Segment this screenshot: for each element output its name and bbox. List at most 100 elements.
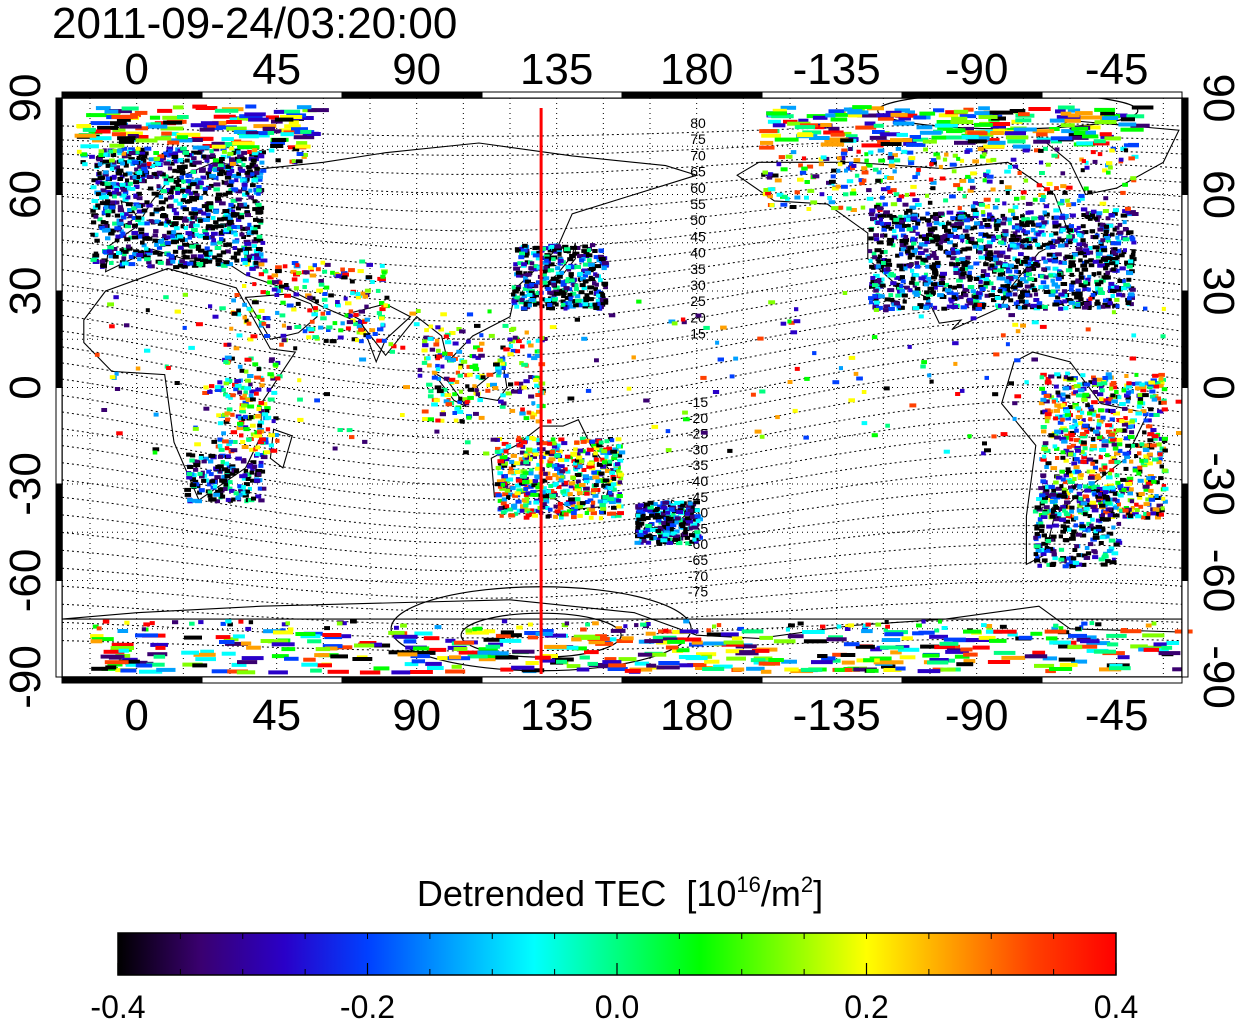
tec-data-point: [796, 133, 814, 138]
tec-data-point: [1030, 228, 1036, 232]
tec-data-point: [547, 303, 553, 307]
tec-data-point: [918, 276, 926, 281]
tec-data-point: [937, 293, 944, 298]
tec-data-point: [241, 403, 248, 408]
tec-data-point: [1148, 497, 1156, 502]
tec-data-point: [1117, 222, 1123, 227]
tec-data-point: [594, 282, 599, 287]
tec-data-point: [944, 228, 951, 233]
tec-data-point: [1127, 514, 1134, 519]
tec-data-point: [879, 250, 885, 255]
tec-data-point: [226, 407, 233, 412]
tec-data-point: [1120, 213, 1128, 218]
tec-data-point: [588, 262, 595, 267]
tec-data-point: [1048, 537, 1055, 542]
tec-data-point: [221, 216, 228, 221]
tec-data-point: [219, 237, 224, 242]
tec-data-point: [140, 172, 146, 177]
tec-data-point: [1129, 459, 1134, 464]
tec-data-point: [139, 150, 146, 155]
tec-data-point: [994, 227, 999, 232]
tec-data-point: [1090, 488, 1096, 493]
tec-data-point: [977, 147, 984, 151]
tec-data-point: [1063, 527, 1069, 532]
tec-data-point: [255, 177, 263, 182]
tec-data-point: [241, 445, 249, 449]
tec-data-point: [940, 271, 947, 276]
tec-data-point: [1068, 485, 1073, 490]
tec-data-point: [1038, 521, 1044, 526]
tec-data-point: [257, 205, 265, 210]
tec-data-point: [1071, 517, 1076, 522]
tec-data-point: [992, 255, 999, 260]
tec-data-point: [187, 235, 192, 240]
tec-data-point: [1080, 501, 1088, 506]
tec-data-point: [1090, 427, 1095, 432]
tec-data-point: [136, 209, 143, 214]
tec-data-point: [967, 131, 988, 136]
tec-data-point: [1007, 221, 1012, 226]
tec-data-point: [762, 170, 768, 175]
tec-data-point: [180, 198, 186, 203]
tec-data-point: [985, 244, 993, 249]
tec-data-point: [153, 207, 160, 212]
tec-data-point: [246, 254, 253, 259]
tec-data-point: [1088, 246, 1093, 250]
tec-data-point: [1064, 254, 1071, 259]
tec-data-point: [932, 212, 940, 217]
tec-data-point: [767, 194, 773, 199]
tec-data-point: [593, 446, 600, 451]
tec-data-point: [225, 394, 231, 399]
tec-data-point: [1155, 515, 1161, 520]
tec-data-point: [1060, 524, 1067, 529]
tec-data-point: [223, 381, 230, 386]
tec-data-point: [974, 221, 981, 226]
tec-data-point: [1034, 505, 1042, 510]
tec-data-point: [579, 483, 586, 487]
tec-data-point: [831, 206, 838, 211]
tec-data-point: [1112, 227, 1117, 232]
tec-data-point: [157, 260, 164, 265]
tec-data-point: [540, 447, 546, 452]
tec-data-point: [1127, 296, 1132, 301]
tec-data-point: [967, 188, 974, 193]
tec-data-point: [903, 215, 909, 220]
tec-data-point: [801, 156, 807, 161]
tec-data-point: [1099, 517, 1105, 521]
tec-data-point: [596, 301, 601, 306]
tec-data-point: [125, 202, 133, 207]
tec-data-point: [1086, 457, 1094, 462]
tec-data-point: [881, 227, 887, 232]
tec-data-point: [869, 208, 876, 213]
tec-data-point: [273, 433, 279, 437]
tec-data-point: [188, 191, 193, 196]
tec-data-point: [1079, 524, 1086, 529]
tec-data-point: [759, 129, 778, 134]
tec-data-point: [1052, 220, 1059, 225]
tec-data-point: [567, 292, 573, 297]
tec-data-point: [131, 206, 137, 211]
tec-data-point: [166, 230, 173, 235]
tec-data-point: [518, 300, 525, 305]
tec-data-point: [1105, 423, 1113, 428]
tec-data-point: [246, 165, 252, 170]
tec-data-point: [250, 158, 257, 163]
magnetic-contour-line: [61, 600, 1183, 626]
tec-data-point: [826, 137, 849, 142]
tec-data-point: [516, 443, 524, 448]
tec-data-point: [559, 469, 566, 474]
tec-data-point: [1092, 159, 1098, 164]
tec-data-point: [226, 126, 247, 131]
tec-data-point: [200, 175, 207, 180]
tec-data-point: [1131, 178, 1137, 183]
tec-data-point: [210, 226, 216, 231]
tec-data-point: [557, 449, 563, 454]
tec-data-point: [569, 500, 576, 505]
tec-data-point: [573, 497, 581, 502]
tec-data-point: [176, 234, 184, 239]
tec-data-point: [141, 154, 148, 159]
tec-data-point: [497, 459, 504, 464]
contour-label: -15: [688, 394, 708, 410]
tec-data-point: [205, 185, 212, 190]
tec-data-point: [1162, 486, 1169, 491]
